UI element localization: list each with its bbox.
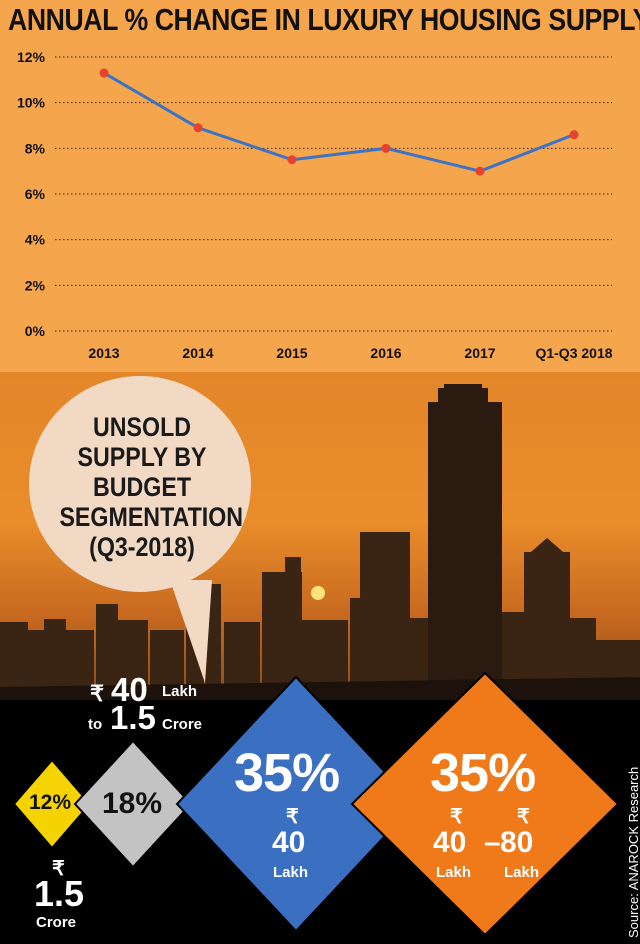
y-tick-label: 4% (25, 232, 46, 248)
x-tick-label: 2015 (276, 345, 307, 361)
segment-1-percent: 12% (29, 791, 72, 814)
data-point (569, 130, 579, 140)
segment-2-amount-1: 40 (111, 671, 148, 708)
x-tick-label: Q1-Q3 2018 (535, 345, 612, 361)
diamond-35-orange (350, 671, 620, 937)
y-tick-label: 8% (25, 140, 46, 156)
bubble-line: SEGMENTATION (59, 502, 244, 532)
data-point (193, 123, 203, 133)
bubble-text: UNSOLD SUPPLY BY BUDGET SEGMENTATION (Q3… (59, 412, 244, 562)
y-tick-label: 2% (25, 277, 46, 293)
line-chart: 0% 2% 4% 6% 8% 10% 12% 2013 2014 2015 2016 2017 Q1-Q… (17, 49, 613, 361)
bubble-line: (Q3-2018) (89, 532, 195, 562)
segment-3-percent: 35% (234, 743, 340, 803)
segment-1-rupee: ₹ (52, 858, 65, 880)
y-tick-label: 10% (17, 95, 46, 111)
source-credit: Source: ANAROCK Research (626, 766, 640, 938)
segment-4-rupee-b: ₹ (517, 806, 530, 828)
segment-4-amount-b: 80 (500, 826, 534, 859)
city-skyline-image (0, 384, 640, 702)
bubble-line: UNSOLD (92, 412, 192, 442)
segment-2-percent: 18% (102, 787, 163, 820)
diamond-12 (12, 758, 92, 850)
segment-2-unit-1: Lakh (162, 683, 198, 700)
segment-2-rupee: ₹ (90, 681, 104, 706)
data-point (287, 155, 297, 165)
y-tick-label: 12% (17, 49, 46, 65)
bubble-line: BUDGET (92, 472, 192, 502)
diamond-18 (73, 739, 193, 869)
bubble-line: SUPPLY BY (77, 442, 207, 472)
chart-title: ANNUAL % CHANGE IN LUXURY HOUSING SUPPLY (8, 2, 640, 37)
segment-4-rupee-a: ₹ (450, 806, 463, 828)
segment-2-amount-2: 1.5 (110, 699, 156, 736)
segment-4-percent: 35% (430, 743, 536, 803)
segment-2-to: to (88, 716, 103, 733)
y-tick-label: 6% (25, 186, 46, 202)
segment-4-dash: – (484, 826, 501, 859)
segment-2-unit-2: Crore (162, 716, 203, 733)
x-tick-label: 2014 (182, 345, 213, 361)
segment-4-amount-a: 40 (433, 826, 467, 859)
x-tick-label: 2017 (464, 345, 495, 361)
data-point (381, 143, 391, 153)
segment-1-amount: 1.5 (34, 873, 85, 914)
segment-4-unit-b: Lakh (504, 864, 540, 881)
chart-panel: ANNUAL % CHANGE IN LUXURY HOUSING SUPPLY… (0, 0, 640, 372)
segment-1-unit: Crore (36, 914, 77, 931)
segment-3-unit: Lakh (273, 864, 309, 881)
segment-3-rupee: ₹ (286, 806, 299, 828)
x-tick-label: 2013 (88, 345, 119, 361)
segment-4-unit-a: Lakh (436, 864, 472, 881)
y-tick-label: 0% (25, 323, 46, 339)
x-tick-label: 2016 (370, 345, 401, 361)
series-line (103, 71, 575, 173)
data-point (99, 68, 109, 78)
diamond-35-blue (175, 675, 417, 933)
segment-3-amount: 40 (272, 826, 306, 859)
data-point (475, 166, 485, 176)
